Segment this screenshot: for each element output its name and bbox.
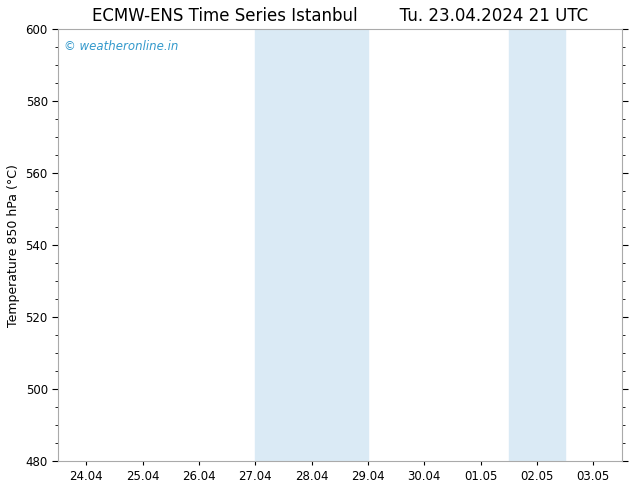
- Y-axis label: Temperature 850 hPa (°C): Temperature 850 hPa (°C): [7, 164, 20, 327]
- Text: © weatheronline.in: © weatheronline.in: [64, 40, 178, 53]
- Bar: [509, 29, 565, 461]
- Bar: [256, 29, 368, 461]
- Title: ECMW-ENS Time Series Istanbul        Tu. 23.04.2024 21 UTC: ECMW-ENS Time Series Istanbul Tu. 23.04.…: [92, 7, 588, 25]
